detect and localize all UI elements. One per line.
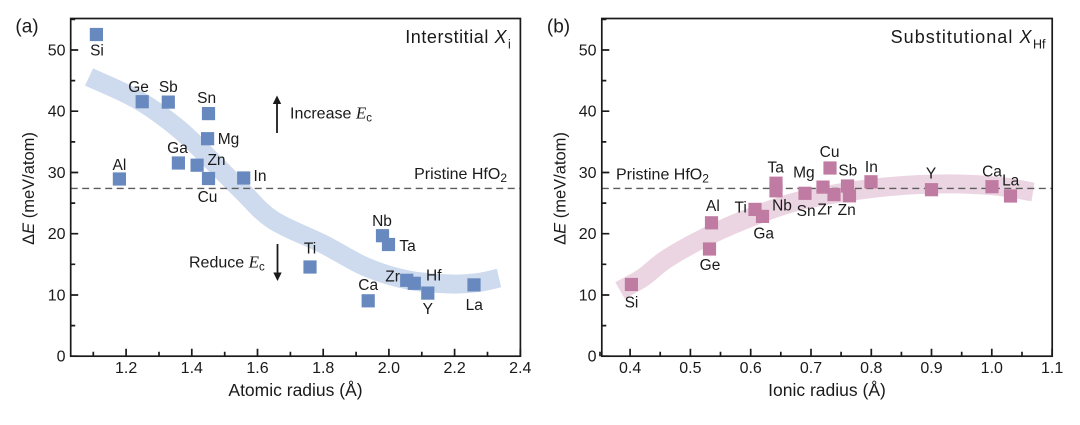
svg-text:Ta: Ta bbox=[768, 159, 785, 176]
svg-text:Cu: Cu bbox=[820, 144, 840, 161]
svg-text:Zn: Zn bbox=[207, 152, 225, 169]
svg-text:1.0: 1.0 bbox=[981, 360, 1003, 377]
svg-text:Ca: Ca bbox=[982, 163, 1002, 180]
svg-text:Ca: Ca bbox=[358, 277, 378, 294]
svg-text:1.4: 1.4 bbox=[181, 360, 203, 377]
svg-text:Hf: Hf bbox=[1033, 38, 1046, 52]
svg-text:i: i bbox=[508, 38, 511, 52]
svg-text:Ta: Ta bbox=[399, 238, 416, 255]
svg-text:50: 50 bbox=[48, 43, 66, 60]
svg-text:20: 20 bbox=[48, 226, 66, 243]
svg-text:Ga: Ga bbox=[753, 225, 774, 242]
svg-text:0: 0 bbox=[588, 349, 597, 366]
svg-text:Si: Si bbox=[625, 295, 639, 312]
svg-text:10: 10 bbox=[48, 288, 66, 305]
svg-text:0.9: 0.9 bbox=[920, 360, 942, 377]
svg-text:Ge: Ge bbox=[700, 257, 721, 274]
svg-text:Cu: Cu bbox=[198, 189, 218, 206]
svg-text:1.8: 1.8 bbox=[312, 360, 334, 377]
svg-text:2.4: 2.4 bbox=[509, 360, 531, 377]
svg-text:Ti: Ti bbox=[304, 241, 316, 258]
svg-text:2.0: 2.0 bbox=[378, 360, 400, 377]
svg-text:(a): (a) bbox=[15, 17, 38, 38]
svg-text:Ge: Ge bbox=[128, 79, 149, 96]
svg-text:Pristine HfO2: Pristine HfO2 bbox=[414, 166, 507, 185]
svg-text:0.7: 0.7 bbox=[800, 360, 822, 377]
svg-text:Ga: Ga bbox=[167, 140, 188, 157]
svg-text:Hf: Hf bbox=[426, 268, 442, 285]
svg-text:Pristine HfO2: Pristine HfO2 bbox=[616, 167, 709, 186]
svg-text:Zn: Zn bbox=[838, 202, 856, 219]
svg-text:0.4: 0.4 bbox=[619, 360, 641, 377]
svg-text:Nb: Nb bbox=[372, 213, 392, 230]
svg-text:Al: Al bbox=[706, 198, 720, 215]
svg-text:ΔE (meV/atom): ΔE (meV/atom) bbox=[552, 132, 570, 245]
svg-text:20: 20 bbox=[579, 226, 597, 243]
svg-text:0: 0 bbox=[57, 349, 66, 366]
svg-text:2.2: 2.2 bbox=[443, 360, 465, 377]
svg-text:Interstitial X: Interstitial X bbox=[405, 27, 507, 47]
svg-text:La: La bbox=[1002, 172, 1020, 189]
svg-text:ΔE (meV/atom): ΔE (meV/atom) bbox=[20, 132, 38, 245]
svg-text:Ionic radius (Å): Ionic radius (Å) bbox=[768, 380, 886, 400]
svg-text:Y: Y bbox=[423, 301, 433, 318]
svg-text:50: 50 bbox=[579, 43, 597, 60]
svg-text:Sb: Sb bbox=[159, 79, 178, 96]
svg-text:30: 30 bbox=[579, 165, 597, 182]
svg-text:Al: Al bbox=[113, 157, 127, 174]
svg-text:Increase Ec: Increase Ec bbox=[290, 103, 372, 124]
svg-text:La: La bbox=[466, 297, 484, 314]
svg-text:Zr: Zr bbox=[385, 269, 400, 286]
svg-text:Atomic radius (Å): Atomic radius (Å) bbox=[228, 380, 362, 400]
svg-text:10: 10 bbox=[579, 288, 597, 305]
svg-text:30: 30 bbox=[48, 165, 66, 182]
svg-text:0.6: 0.6 bbox=[740, 360, 762, 377]
svg-text:In: In bbox=[865, 159, 878, 176]
svg-text:Si: Si bbox=[90, 43, 104, 60]
svg-text:Sn: Sn bbox=[797, 203, 816, 220]
svg-text:(b): (b) bbox=[547, 17, 570, 38]
svg-text:Zr: Zr bbox=[817, 201, 832, 218]
svg-text:1.2: 1.2 bbox=[115, 360, 137, 377]
svg-text:Sn: Sn bbox=[197, 90, 216, 107]
svg-text:Substitutional X: Substitutional X bbox=[891, 27, 1033, 47]
svg-text:In: In bbox=[254, 168, 267, 185]
svg-text:Nb: Nb bbox=[772, 197, 792, 214]
svg-text:0.8: 0.8 bbox=[860, 360, 882, 377]
svg-text:Ti: Ti bbox=[735, 200, 747, 217]
svg-text:Mg: Mg bbox=[218, 131, 240, 148]
svg-text:Y: Y bbox=[926, 165, 936, 182]
svg-text:0.5: 0.5 bbox=[679, 360, 701, 377]
svg-text:40: 40 bbox=[48, 104, 66, 121]
svg-text:Mg: Mg bbox=[793, 164, 815, 181]
svg-text:40: 40 bbox=[579, 104, 597, 121]
svg-text:Sb: Sb bbox=[838, 162, 857, 179]
svg-text:Reduce Ec: Reduce Ec bbox=[189, 252, 265, 273]
svg-text:1.6: 1.6 bbox=[246, 360, 268, 377]
svg-text:1.1: 1.1 bbox=[1041, 360, 1063, 377]
